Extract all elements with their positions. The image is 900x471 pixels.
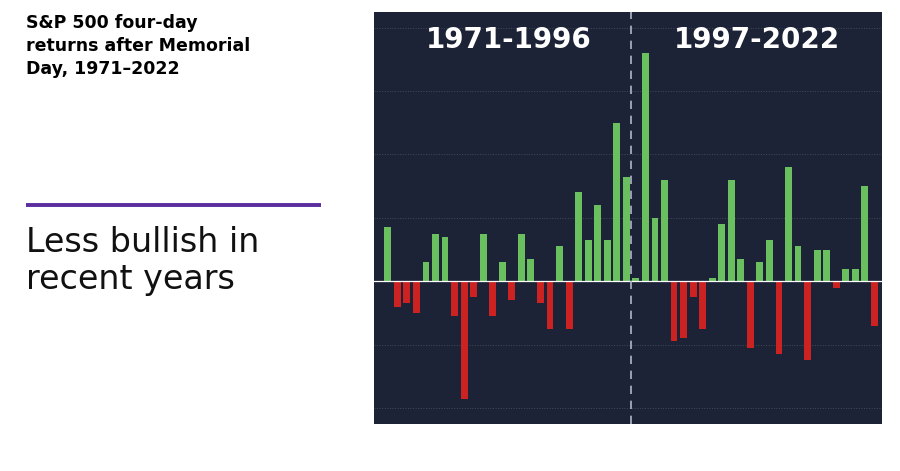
Bar <box>795 246 802 281</box>
Bar <box>442 237 448 281</box>
Bar <box>785 167 792 281</box>
Bar <box>613 123 620 281</box>
Bar <box>394 281 400 307</box>
Bar <box>728 180 734 281</box>
Bar <box>871 281 877 325</box>
Bar <box>633 278 639 281</box>
Bar <box>499 262 506 281</box>
Bar <box>852 268 859 281</box>
Bar <box>575 193 582 281</box>
Bar <box>661 180 668 281</box>
Bar <box>604 240 611 281</box>
Bar <box>451 281 458 316</box>
Bar <box>805 281 811 360</box>
Bar <box>623 177 630 281</box>
Bar <box>384 227 392 281</box>
Bar <box>718 224 725 281</box>
Bar <box>737 259 744 281</box>
Bar <box>480 234 487 281</box>
Bar <box>565 281 572 329</box>
Bar <box>422 262 429 281</box>
Bar <box>861 186 868 281</box>
Bar <box>527 259 535 281</box>
Bar <box>546 281 554 329</box>
Bar <box>537 281 544 303</box>
Bar <box>842 268 850 281</box>
Bar <box>556 246 563 281</box>
Text: Less bullish in
recent years: Less bullish in recent years <box>25 226 259 296</box>
Bar <box>585 240 591 281</box>
Bar <box>403 281 410 303</box>
Bar <box>518 234 525 281</box>
Bar <box>832 281 840 288</box>
Bar <box>652 218 659 281</box>
Bar <box>432 234 439 281</box>
Bar <box>594 205 601 281</box>
Bar <box>689 281 697 297</box>
Text: S&P 500 four-day
returns after Memorial
Day, 1971–2022: S&P 500 four-day returns after Memorial … <box>25 14 250 78</box>
Bar <box>814 250 821 281</box>
Bar <box>708 278 716 281</box>
Bar <box>680 281 687 338</box>
Bar <box>756 262 763 281</box>
Bar <box>824 250 830 281</box>
Bar <box>670 281 678 341</box>
Text: 1971-1996: 1971-1996 <box>426 26 591 54</box>
Bar <box>776 281 782 354</box>
Text: 1997-2022: 1997-2022 <box>674 26 841 54</box>
Bar <box>699 281 707 329</box>
Bar <box>461 281 468 398</box>
Bar <box>766 240 773 281</box>
Bar <box>508 281 516 300</box>
Bar <box>747 281 754 348</box>
Bar <box>470 281 477 297</box>
Bar <box>490 281 496 316</box>
Bar <box>642 53 649 281</box>
Bar <box>413 281 420 313</box>
